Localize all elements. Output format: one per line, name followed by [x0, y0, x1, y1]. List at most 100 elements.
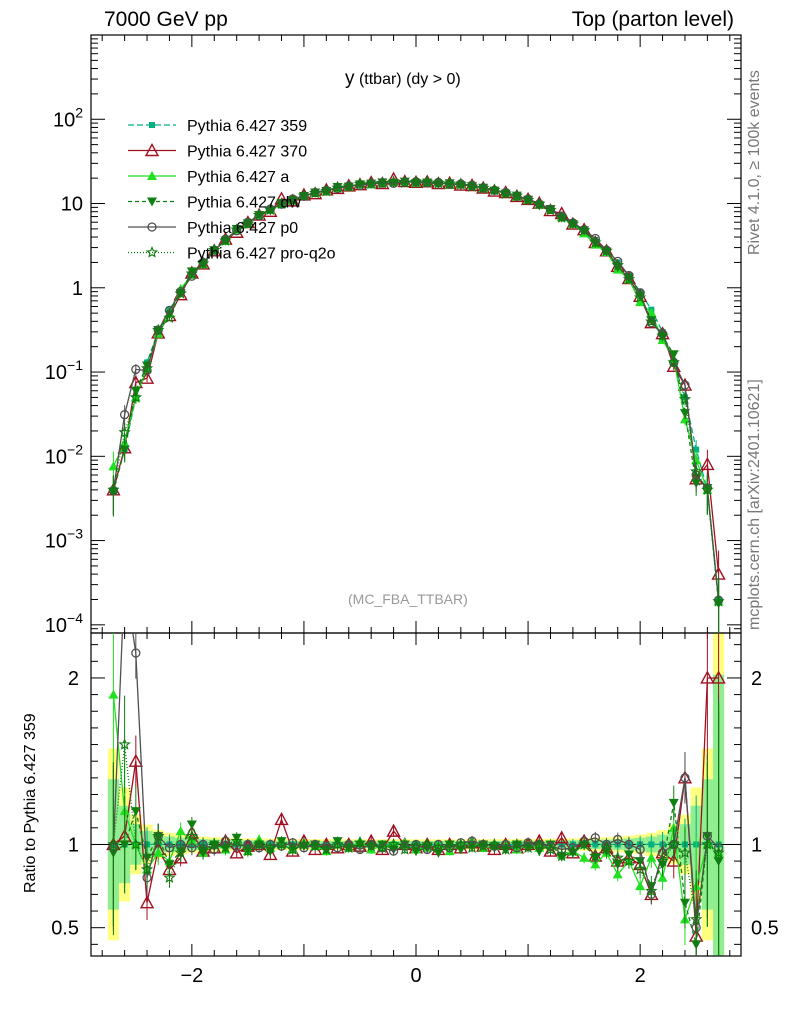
- ratio-point: [634, 862, 647, 875]
- ratio-point: [376, 841, 389, 853]
- data-point: [577, 223, 591, 236]
- data-point: [693, 446, 700, 453]
- ratio-point: [118, 738, 131, 750]
- y-tick-label: 10−3: [45, 526, 83, 553]
- data-point: [309, 186, 322, 199]
- ratio-point: [646, 852, 657, 862]
- ratio-point: [657, 872, 668, 882]
- data-point: [219, 234, 232, 246]
- data-point: [398, 176, 411, 189]
- ratio-point: [164, 843, 175, 853]
- data-point: [320, 184, 333, 197]
- y-tick-base: 1: [72, 278, 83, 300]
- ratio-point: [108, 689, 119, 699]
- ratio-point: [680, 773, 690, 783]
- series-line: [112, 180, 720, 602]
- ratio-point: [186, 820, 197, 830]
- series-line: [112, 180, 720, 601]
- data-point: [512, 191, 522, 202]
- ratio-point: [264, 841, 277, 853]
- mcplots-label: mcplots.cern.ch [arXiv:2401.10621]: [746, 379, 763, 630]
- y-tick-label: 10−4: [45, 610, 83, 637]
- y-tick-label: 10−1: [45, 357, 83, 384]
- ratio-point: [611, 851, 624, 863]
- data-point: [521, 193, 535, 206]
- data-point: [443, 177, 456, 189]
- data-point: [712, 594, 725, 607]
- data-point: [589, 236, 602, 248]
- ratio-point: [230, 834, 243, 847]
- data-point: [264, 203, 277, 215]
- ratio-point: [711, 670, 726, 684]
- ratio-point: [543, 843, 558, 857]
- data-point: [646, 318, 656, 328]
- data-point: [131, 364, 141, 375]
- ratio-series-line: [112, 694, 719, 920]
- y-tick-base: 10: [61, 194, 83, 216]
- legend-marker: [147, 197, 157, 207]
- ratio-point: [353, 836, 367, 848]
- main-series-5: [107, 175, 725, 633]
- ratio-point: [612, 860, 623, 870]
- ratio-point: [590, 859, 601, 869]
- ratio-point: [174, 846, 187, 859]
- energy-label: 7000 GeV pp: [104, 8, 228, 31]
- data-point: [388, 178, 399, 188]
- data-point: [376, 176, 389, 189]
- data-point: [701, 483, 714, 496]
- ratio-point: [592, 841, 599, 848]
- data-point: [254, 211, 264, 221]
- legend-marker: [147, 222, 157, 232]
- data-point: [185, 267, 198, 279]
- ratio-point: [555, 849, 568, 862]
- series-line: [112, 180, 720, 600]
- ratio-point: [443, 839, 456, 852]
- ratio-point: [331, 837, 344, 850]
- ratio-point: [139, 895, 155, 909]
- y-tick-label: 10: [61, 194, 83, 216]
- data-point: [634, 291, 647, 303]
- y-tick-exponent: −4: [67, 610, 83, 626]
- data-point: [387, 175, 400, 188]
- ratio-point: [175, 826, 186, 836]
- ratio-series-line: [113, 802, 720, 945]
- ratio-point: [152, 829, 165, 842]
- data-point: [265, 206, 276, 216]
- ratio-point: [130, 807, 141, 817]
- ratio-point: [297, 837, 311, 850]
- ratio-point: [544, 842, 557, 855]
- ratio-y-tick-label-right: 0.5: [751, 918, 779, 940]
- ratio-point: [613, 834, 623, 845]
- ratio-point: [342, 841, 355, 853]
- data-point: [252, 208, 266, 221]
- ratio-point: [521, 841, 535, 853]
- y-tick-base: 10: [45, 531, 67, 553]
- data-point: [241, 217, 255, 230]
- ratio-point: [421, 837, 434, 850]
- ratio-point: [666, 853, 681, 867]
- ratio-point: [488, 837, 501, 850]
- legend-marker: [147, 171, 157, 180]
- data-point: [286, 194, 299, 206]
- data-point: [355, 180, 365, 191]
- ratio-point: [635, 881, 646, 891]
- ratio-point: [286, 842, 299, 855]
- y-tick-base: 10: [45, 446, 67, 468]
- y-tick-base: 10: [45, 362, 67, 384]
- data-point: [499, 187, 512, 199]
- ratio-point: [554, 830, 569, 844]
- data-point: [129, 390, 143, 403]
- ratio-series-line: [113, 677, 719, 937]
- y-tick-label: 102: [53, 104, 83, 131]
- ratio-point: [712, 846, 725, 858]
- data-point: [635, 297, 646, 307]
- data-point: [118, 425, 131, 438]
- data-point: [421, 175, 434, 188]
- ratio-point: [612, 869, 623, 879]
- data-point: [152, 323, 165, 336]
- legend-label: Pythia 6.427 pro-q2o: [187, 246, 336, 263]
- ratio-point: [465, 841, 479, 853]
- legend: Pythia 6.427 359 Pythia 6.427 370 Pythia 6…: [128, 118, 336, 263]
